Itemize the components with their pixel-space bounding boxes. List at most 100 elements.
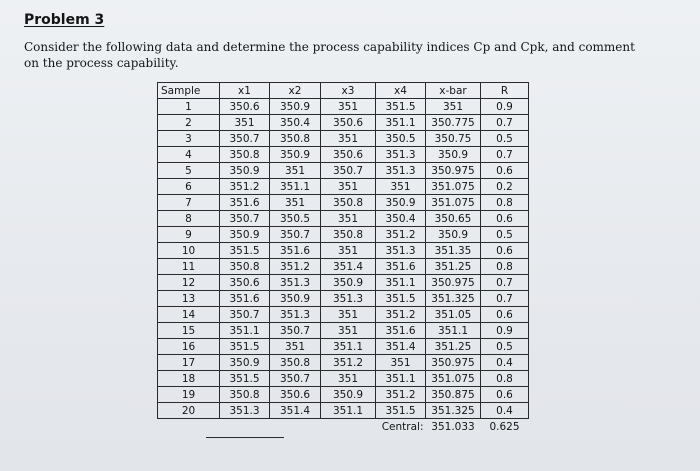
x1-value: 351.5 (219, 242, 270, 259)
x4-value: 351.5 (375, 290, 426, 307)
sample-number: 10 (157, 242, 220, 259)
x2-value: 350.8 (269, 130, 321, 147)
x3-value: 350.9 (320, 274, 376, 291)
x4-value: 351.1 (375, 274, 426, 291)
problem-statement: Consider the following data and determin… (24, 39, 684, 71)
x2-value: 350.7 (269, 322, 321, 339)
data-table: Sample x1 x2 x3 x4 x-bar R 1 350.6 350.9 35… (157, 82, 529, 434)
table-row: 4 350.8 350.9 350.6 351.3 350.9 0.7 (157, 146, 529, 163)
x4-value: 351.6 (375, 258, 426, 275)
x2-value: 350.9 (269, 98, 321, 115)
x3-value: 351 (320, 178, 376, 195)
central-label: Central: (381, 420, 424, 433)
x2-value: 350.4 (269, 114, 321, 131)
header-x3: x3 (320, 82, 376, 99)
x2-value: 350.6 (269, 386, 321, 403)
range-value: 0.8 (480, 258, 529, 275)
x1-value: 350.7 (219, 130, 270, 147)
x4-value: 351.5 (375, 402, 426, 419)
sample-number: 11 (157, 258, 220, 275)
underline-mark (206, 437, 284, 438)
data-table-container: Sample x1 x2 x3 x4 x-bar R 1 350.6 350.9 35… (157, 82, 529, 434)
x2-value: 350.8 (269, 354, 321, 371)
x1-value: 351.3 (219, 402, 270, 419)
sample-number: 4 (157, 146, 220, 163)
x-bar-value: 350.975 (425, 162, 481, 179)
sample-number: 7 (157, 194, 220, 211)
x-bar-value: 350.875 (425, 386, 481, 403)
x1-value: 351.5 (219, 370, 270, 387)
sample-number: 17 (157, 354, 220, 371)
x-bar-value: 351.075 (425, 370, 481, 387)
range-value: 0.7 (480, 290, 529, 307)
range-value: 0.5 (480, 130, 529, 147)
range-value: 0.8 (480, 194, 529, 211)
problem-statement-line-2: on the process capability. (24, 56, 179, 70)
range-value: 0.7 (480, 146, 529, 163)
sample-number: 8 (157, 210, 220, 227)
summary-spacer (158, 419, 376, 435)
x1-value: 351 (219, 114, 270, 131)
x2-value: 351 (269, 194, 321, 211)
x3-value: 350.6 (320, 114, 376, 131)
x1-value: 350.9 (219, 226, 270, 243)
x3-value: 350.8 (320, 226, 376, 243)
x4-value: 351 (375, 178, 426, 195)
x3-value: 350.7 (320, 162, 376, 179)
sample-number: 13 (157, 290, 220, 307)
range-value: 0.5 (480, 226, 529, 243)
range-value: 0.6 (480, 162, 529, 179)
range-value: 0.4 (480, 402, 529, 419)
x3-value: 351 (320, 306, 376, 323)
x-bar-value: 350.975 (425, 274, 481, 291)
range-value: 0.6 (480, 306, 529, 323)
x4-value: 351.6 (375, 322, 426, 339)
x-bar-value: 351.05 (425, 306, 481, 323)
x-bar-value: 351.075 (425, 178, 481, 195)
sample-number: 2 (157, 114, 220, 131)
central-summary-row: Central: 351.033 0.625 (158, 419, 529, 435)
sample-number: 18 (157, 370, 220, 387)
sample-number: 20 (157, 402, 220, 419)
x2-value: 351.3 (269, 306, 321, 323)
x3-value: 351 (320, 322, 376, 339)
table-row: 8 350.7 350.5 351 350.4 350.65 0.6 (157, 210, 529, 227)
x1-value: 350.8 (219, 146, 270, 163)
x4-value: 351.2 (375, 386, 426, 403)
x-bar-value: 351.325 (425, 402, 481, 419)
x2-value: 351.1 (269, 178, 321, 195)
x1-value: 350.9 (219, 162, 270, 179)
range-value: 0.6 (480, 386, 529, 403)
x4-value: 351.5 (375, 98, 426, 115)
x1-value: 350.7 (219, 210, 270, 227)
x4-value: 351.1 (375, 370, 426, 387)
x4-value: 351.4 (375, 338, 426, 355)
range-value: 0.2 (480, 178, 529, 195)
x-bar-value: 350.9 (425, 226, 481, 243)
table-row: 5 350.9 351 350.7 351.3 350.975 0.6 (157, 162, 529, 179)
range-value: 0.4 (480, 354, 529, 371)
table-row: 12 350.6 351.3 350.9 351.1 350.975 0.7 (157, 274, 529, 291)
x3-value: 350.8 (320, 194, 376, 211)
sample-number: 15 (157, 322, 220, 339)
x3-value: 351 (320, 242, 376, 259)
range-value: 0.7 (480, 114, 529, 131)
x1-value: 350.7 (219, 306, 270, 323)
table-row: 15 351.1 350.7 351 351.6 351.1 0.9 (157, 322, 529, 339)
x1-value: 350.8 (219, 258, 270, 275)
table-row: 19 350.8 350.6 350.9 351.2 350.875 0.6 (157, 386, 529, 403)
range-value: 0.6 (480, 210, 529, 227)
range-value: 0.5 (480, 338, 529, 355)
table-row: 17 350.9 350.8 351.2 351 350.975 0.4 (157, 354, 529, 371)
table-row: 7 351.6 351 350.8 350.9 351.075 0.8 (157, 194, 529, 211)
x4-value: 351.3 (375, 162, 426, 179)
x-bar-value: 350.9 (425, 146, 481, 163)
header-x1: x1 (219, 82, 270, 99)
table-header-row: Sample x1 x2 x3 x4 x-bar R (157, 82, 529, 99)
x3-value: 351.4 (320, 258, 376, 275)
x-bar-value: 350.75 (425, 130, 481, 147)
x1-value: 351.2 (219, 178, 270, 195)
x-bar-value: 351 (425, 98, 481, 115)
table-row: 18 351.5 350.7 351 351.1 351.075 0.8 (157, 370, 529, 387)
header-sample: Sample (157, 82, 220, 99)
